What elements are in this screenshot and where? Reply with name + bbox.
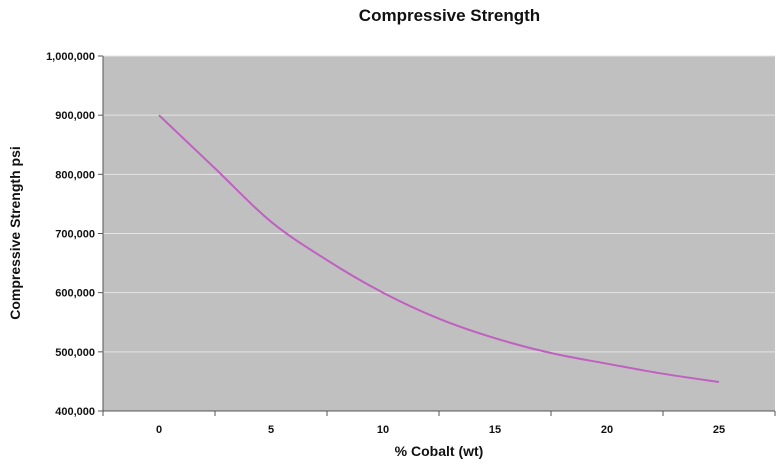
y-tick-label: 600,000 — [55, 288, 95, 300]
y-tick-labels: 400,000 500,000 600,000 700,000 800,000 900,0… — [46, 51, 103, 418]
grid-lines — [103, 55, 775, 353]
x-tick-labels: 0 5 10 15 20 25 — [102, 411, 776, 436]
y-tick-label: 1,000,000 — [46, 51, 95, 63]
y-tick-label: 500,000 — [55, 347, 95, 359]
x-axis-label: % Cobalt (wt) — [395, 443, 484, 459]
y-axis-label: Compressive Strength psi — [7, 146, 23, 320]
series-line — [158, 114, 720, 383]
y-tick-label: 800,000 — [55, 169, 95, 181]
y-tick-label: 700,000 — [55, 229, 95, 241]
chart-title: Compressive Strength — [358, 6, 541, 25]
x-tick-label: 20 — [601, 424, 613, 436]
x-tick-label: 10 — [377, 424, 389, 436]
y-tick-label: 400,000 — [55, 406, 95, 418]
x-tick-label: 0 — [156, 424, 162, 436]
x-tick-label: 25 — [713, 424, 725, 436]
y-tick-label: 900,000 — [55, 110, 95, 122]
x-tick-label: 5 — [268, 424, 274, 436]
x-tick-label: 15 — [489, 424, 501, 436]
